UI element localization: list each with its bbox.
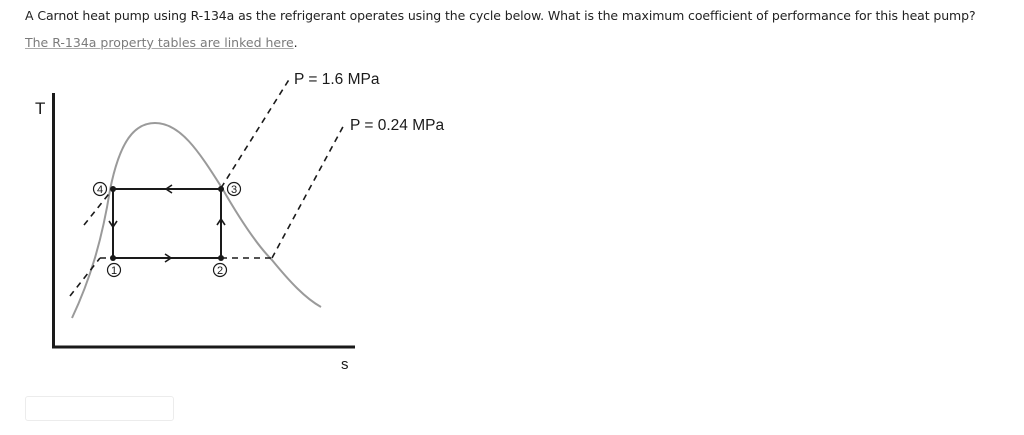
property-tables-link[interactable]: The R-134a property tables are linked he… <box>25 35 294 50</box>
state-point-3 <box>218 186 224 192</box>
state-point-2 <box>218 255 224 261</box>
low-pressure-label: P = 0.24 MPa <box>350 117 444 134</box>
state-label-1: 1 <box>111 265 117 277</box>
state-points <box>110 186 224 261</box>
link-suffix: . <box>293 35 298 50</box>
y-axis-label: T <box>35 99 45 118</box>
high-pressure-label: P = 1.6 MPa <box>294 71 380 88</box>
carnot-cycle <box>112 188 222 259</box>
state-label-4: 4 <box>97 184 103 196</box>
state-point-4 <box>110 186 116 192</box>
state-label-2: 2 <box>217 265 223 277</box>
answer-input[interactable] <box>25 396 174 421</box>
cycle-arrows <box>108 184 226 263</box>
state-point-1 <box>110 255 116 261</box>
arrow-up-icon <box>216 217 226 226</box>
tables-link-line: The R-134a property tables are linked he… <box>25 35 298 50</box>
arrow-down-icon <box>108 220 118 229</box>
high-pressure-isobar <box>83 77 291 226</box>
arrow-left-icon <box>164 184 173 194</box>
state-labels <box>92 181 242 278</box>
x-axis-label: s <box>341 356 349 373</box>
state-label-3: 3 <box>231 184 237 196</box>
question-text: A Carnot heat pump using R-134a as the r… <box>25 8 976 23</box>
saturation-dome <box>71 121 322 319</box>
arrow-right-icon <box>164 253 173 263</box>
low-pressure-isobar <box>69 122 346 297</box>
